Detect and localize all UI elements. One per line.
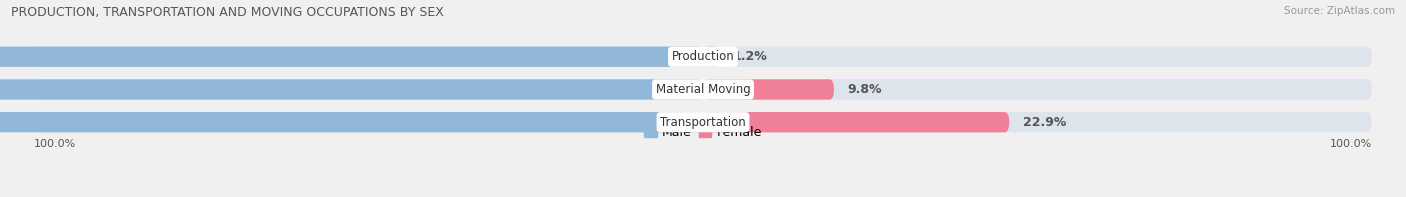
FancyBboxPatch shape [34,46,1372,67]
Legend: Male, Female: Male, Female [640,121,766,144]
FancyBboxPatch shape [703,46,718,67]
Text: 100.0%: 100.0% [34,139,76,149]
Text: Transportation: Transportation [661,116,745,129]
FancyBboxPatch shape [0,112,703,132]
FancyBboxPatch shape [703,79,834,100]
FancyBboxPatch shape [0,46,703,67]
FancyBboxPatch shape [34,112,1372,132]
Text: 100.0%: 100.0% [1330,139,1372,149]
Text: 22.9%: 22.9% [1022,116,1066,129]
Text: 1.2%: 1.2% [733,50,768,63]
Text: PRODUCTION, TRANSPORTATION AND MOVING OCCUPATIONS BY SEX: PRODUCTION, TRANSPORTATION AND MOVING OC… [11,6,444,19]
Text: 9.8%: 9.8% [848,83,882,96]
FancyBboxPatch shape [0,79,703,100]
Text: Material Moving: Material Moving [655,83,751,96]
FancyBboxPatch shape [34,79,1372,100]
Text: Source: ZipAtlas.com: Source: ZipAtlas.com [1284,6,1395,16]
Text: Production: Production [672,50,734,63]
FancyBboxPatch shape [703,112,1010,132]
